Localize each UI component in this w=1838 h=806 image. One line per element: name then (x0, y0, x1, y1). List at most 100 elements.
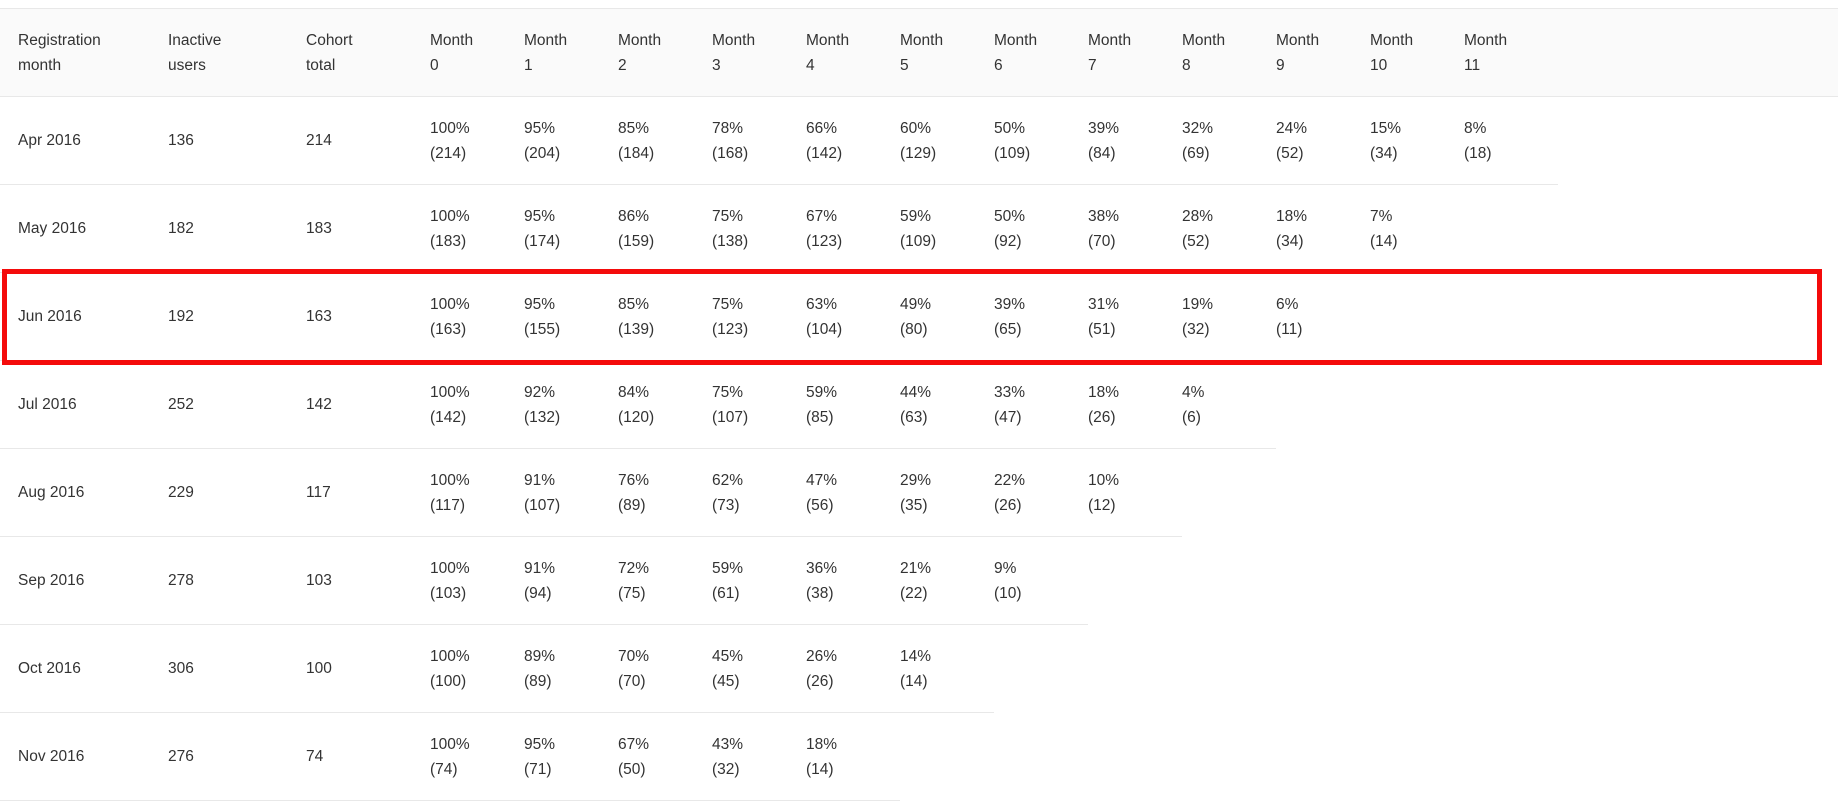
retention-count: (184) (618, 144, 655, 162)
retention-count: (92) (994, 232, 1022, 250)
column-header-label: Month 10 (1370, 31, 1414, 74)
retention-percent: 78% (712, 119, 744, 137)
header-spacer (1558, 8, 1838, 97)
retention-cell-month-6: 22% (26) (994, 448, 1088, 537)
retention-cell-month-1: 92% (132) (524, 360, 618, 449)
retention-cell-month-3: 75% (107) (712, 360, 806, 449)
retention-count: (12) (1088, 496, 1116, 514)
retention-count: (52) (1182, 232, 1210, 250)
retention-cell-month-2: 72% (75) (618, 536, 712, 625)
retention-cell-month-3: 43% (32) (712, 712, 806, 801)
retention-cell-month-5: 59% (109) (900, 184, 994, 273)
retention-percent: 43% (712, 735, 744, 753)
retention-count: (70) (618, 672, 646, 690)
retention-count: (123) (712, 320, 749, 338)
retention-cell-month-0: 100% (100) (430, 624, 524, 713)
retention-count: (107) (712, 408, 749, 426)
retention-percent: 100% (430, 559, 470, 577)
retention-percent: 44% (900, 383, 932, 401)
retention-cell-month-3: 75% (123) (712, 272, 806, 361)
empty-cell-month-11 (1464, 273, 1558, 361)
retention-cell-month-4: 67% (123) (806, 184, 900, 273)
retention-count: (129) (900, 144, 937, 162)
registration-month-cell: May 2016 (0, 184, 168, 273)
column-header-label: Month 11 (1464, 31, 1508, 74)
empty-cell-month-10 (1370, 713, 1464, 801)
column-header-month-3: Month 3 (712, 8, 806, 97)
inactive-users-cell: 276 (168, 712, 306, 801)
retention-cell-month-5: 49% (80) (900, 272, 994, 361)
empty-cell-month-7 (1088, 713, 1182, 801)
empty-cell-month-9 (1276, 449, 1370, 537)
retention-count: (47) (994, 408, 1022, 426)
retention-count: (168) (712, 144, 749, 162)
retention-percent: 29% (900, 471, 932, 489)
retention-count: (89) (618, 496, 646, 514)
retention-cell-month-0: 100% (183) (430, 184, 524, 273)
retention-percent: 9% (994, 559, 1017, 577)
retention-percent: 67% (618, 735, 650, 753)
empty-cell-month-7 (1088, 537, 1182, 625)
retention-count: (56) (806, 496, 834, 514)
retention-count: (142) (806, 144, 843, 162)
retention-cell-month-6: 33% (47) (994, 360, 1088, 449)
cohort-row-jun-2016: Jun 2016 192 163 100% (163) 95% (155) 85% (139) 7… (0, 272, 1838, 361)
retention-cell-month-6: 50% (109) (994, 96, 1088, 185)
retention-cell-month-6: 39% (65) (994, 272, 1088, 361)
retention-count: (6) (1182, 408, 1201, 426)
retention-cell-month-2: 76% (89) (618, 448, 712, 537)
retention-count: (51) (1088, 320, 1116, 338)
retention-count: (107) (524, 496, 561, 514)
retention-percent: 18% (806, 735, 838, 753)
retention-percent: 75% (712, 207, 744, 225)
empty-cell-month-7 (1088, 625, 1182, 713)
column-header-month-4: Month 4 (806, 8, 900, 97)
column-header-label: Month 9 (1276, 31, 1320, 74)
retention-count: (132) (524, 408, 561, 426)
retention-percent: 6% (1276, 295, 1299, 313)
inactive-users-cell: 306 (168, 624, 306, 713)
retention-cell-month-4: 63% (104) (806, 272, 900, 361)
retention-count: (94) (524, 584, 552, 602)
empty-cell-month-11 (1464, 185, 1558, 273)
retention-percent: 100% (430, 735, 470, 753)
retention-percent: 4% (1182, 383, 1205, 401)
row-spacer (1558, 361, 1838, 449)
retention-cell-month-4: 26% (26) (806, 624, 900, 713)
column-header-label: Month 2 (618, 31, 662, 74)
empty-cell-month-9 (1276, 361, 1370, 449)
retention-percent: 75% (712, 295, 744, 313)
retention-cell-month-8: 4% (6) (1182, 360, 1276, 449)
retention-cell-month-4: 66% (142) (806, 96, 900, 185)
cohort-total-cell: 100 (306, 624, 430, 713)
retention-cell-month-2: 67% (50) (618, 712, 712, 801)
retention-percent: 50% (994, 207, 1026, 225)
retention-count: (45) (712, 672, 740, 690)
empty-cell-month-10 (1370, 625, 1464, 713)
column-header-month-7: Month 7 (1088, 8, 1182, 97)
retention-count: (50) (618, 760, 646, 778)
retention-count: (11) (1276, 320, 1303, 338)
retention-percent: 95% (524, 295, 556, 313)
retention-count: (61) (712, 584, 740, 602)
retention-percent: 72% (618, 559, 650, 577)
inactive-users-cell: 136 (168, 96, 306, 185)
retention-count: (138) (712, 232, 749, 250)
empty-cell-month-10 (1370, 361, 1464, 449)
retention-percent: 70% (618, 647, 650, 665)
column-header-label: Registration month (18, 31, 101, 74)
retention-cell-month-1: 91% (107) (524, 448, 618, 537)
retention-cell-month-7: 18% (26) (1088, 360, 1182, 449)
header-row: Registration month Inactive users Cohort t… (0, 8, 1838, 97)
retention-count: (89) (524, 672, 552, 690)
retention-cell-month-3: 62% (73) (712, 448, 806, 537)
retention-count: (214) (430, 144, 467, 162)
retention-cell-month-3: 78% (168) (712, 96, 806, 185)
inactive-users-cell: 192 (168, 272, 306, 361)
cohort-total-cell: 142 (306, 360, 430, 449)
retention-count: (14) (1370, 232, 1398, 250)
cohort-total-cell: 163 (306, 272, 430, 361)
retention-percent: 18% (1276, 207, 1308, 225)
retention-cell-month-5: 29% (35) (900, 448, 994, 537)
cohort-row-apr-2016: Apr 2016 136 214 100% (214) 95% (204) 85% (184) 7… (0, 96, 1838, 185)
